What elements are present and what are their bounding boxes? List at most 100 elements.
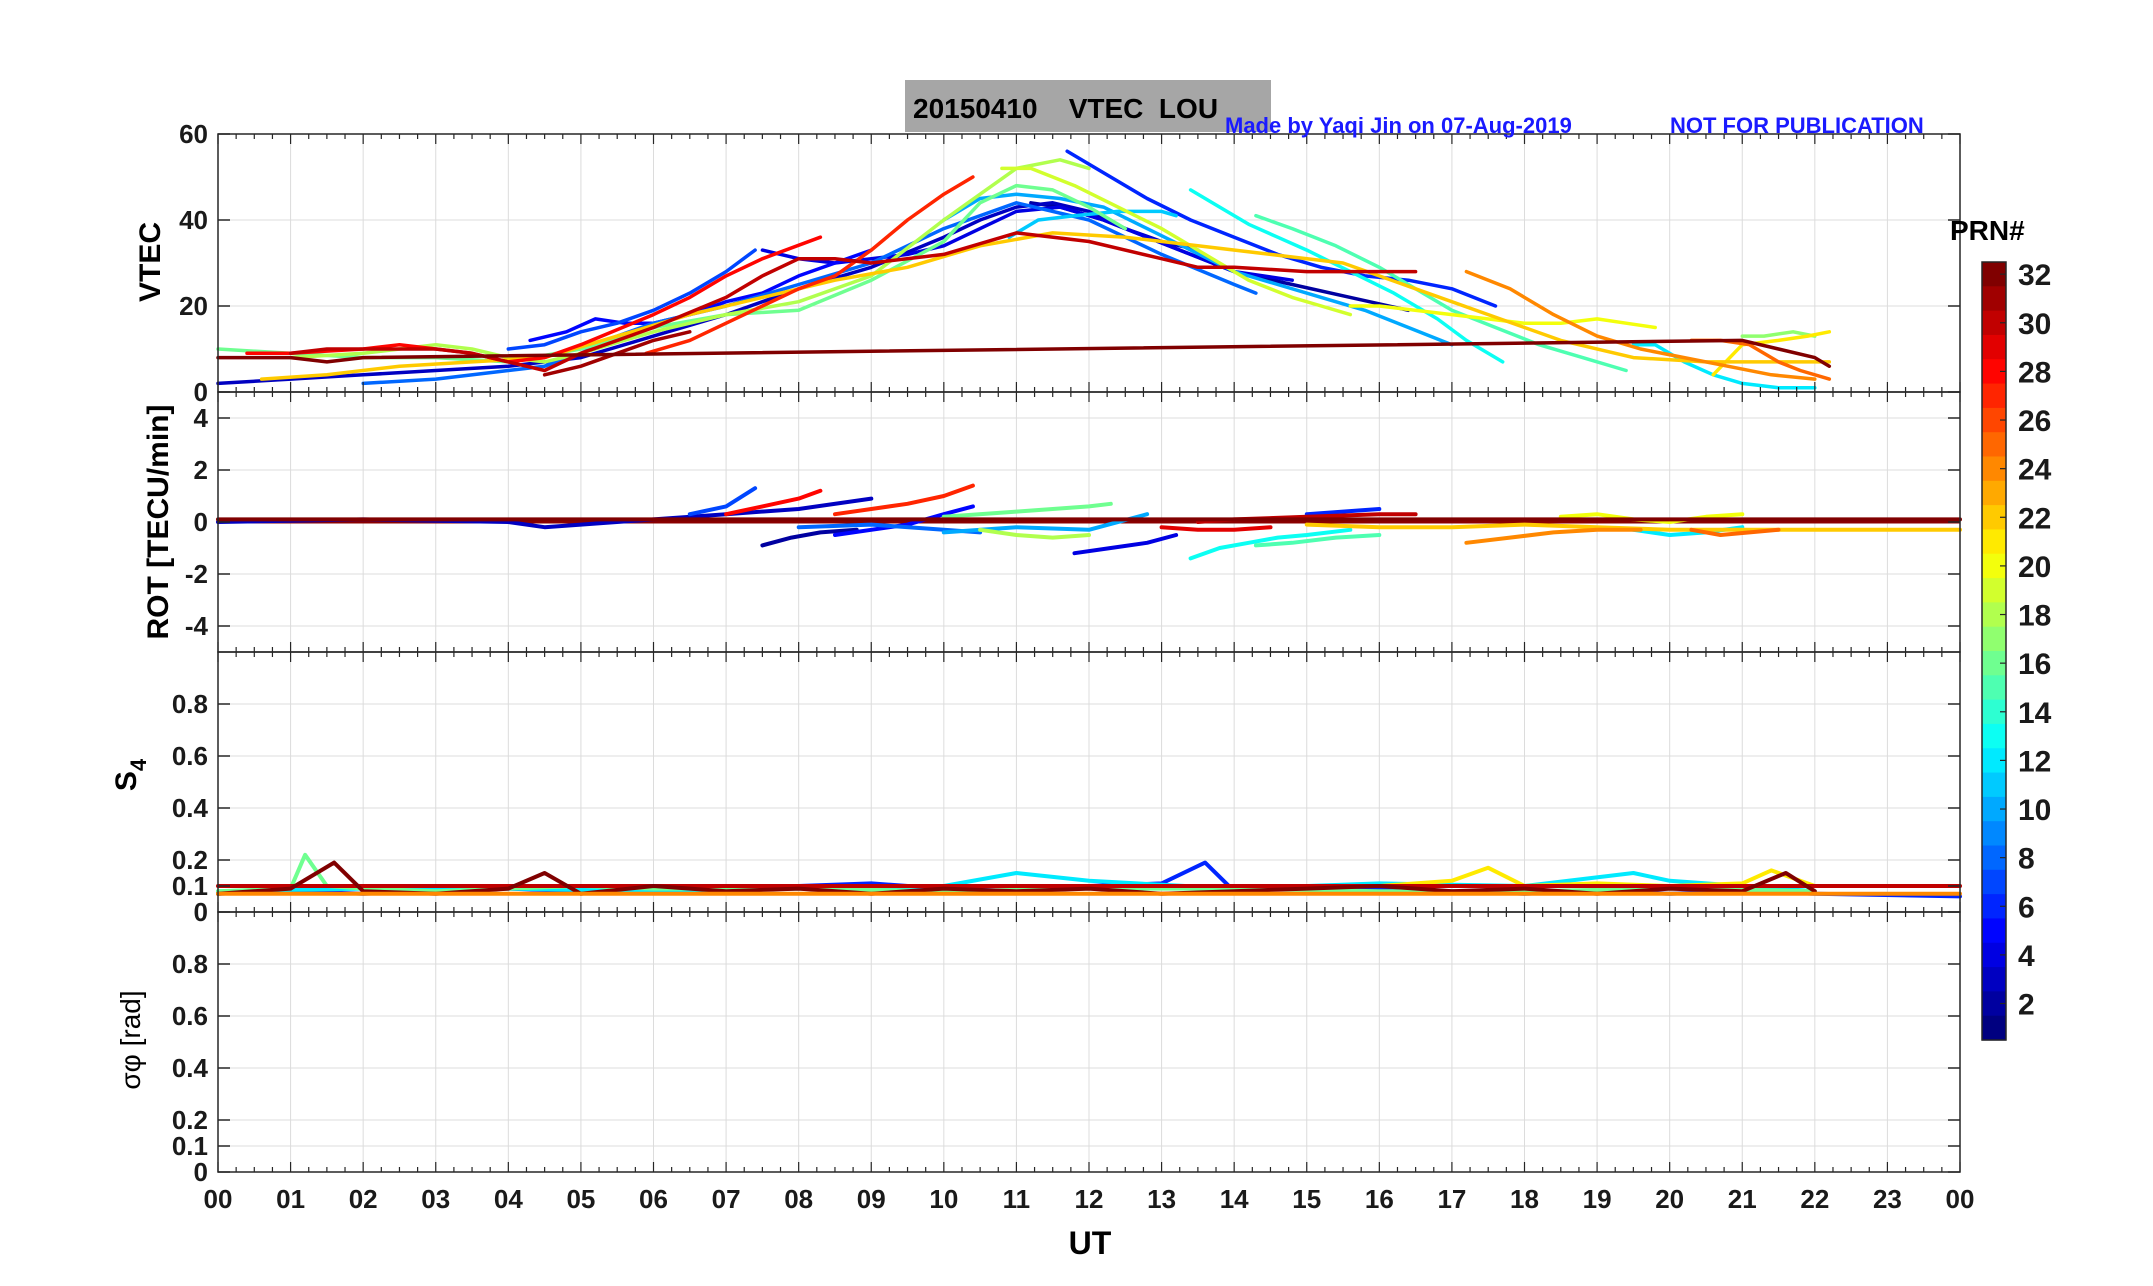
series-prn-29-rot — [1159, 525, 1273, 532]
series-prn-11-vtec — [1007, 209, 1178, 239]
y-tick-label-rot: 0 — [194, 507, 208, 537]
series-prn-2-rot — [760, 527, 859, 548]
colorbar-segment — [1982, 967, 2006, 992]
x-tick-label: 06 — [639, 1184, 668, 1214]
x-tick-label: 11 — [1003, 1184, 1031, 1214]
series-prn-6-rot — [1304, 507, 1382, 517]
colorbar-tick-label: 14 — [2018, 697, 2052, 730]
y-tick-label-vtec: 0 — [194, 377, 208, 407]
series-prn-17-vtec — [1740, 330, 1817, 338]
y-tick-label-s4: 0 — [194, 897, 208, 927]
x-tick-label: 22 — [1800, 1184, 1829, 1214]
colorbar-segment — [1982, 821, 2006, 847]
x-tick-label: 23 — [1873, 1184, 1902, 1214]
x-tick-label: 20 — [1655, 1184, 1684, 1214]
colorbar-segment — [1982, 383, 2006, 409]
series-prn-30-vtec — [288, 231, 1418, 373]
colorbar-tick-label: 22 — [2018, 502, 2051, 535]
x-tick-label: 15 — [1292, 1184, 1321, 1214]
y-tick-label-rot: -4 — [185, 611, 209, 641]
y-tick-label-sigma_phi: 0.1 — [172, 1131, 208, 1161]
panel-sigma_phi: 0.8 0.6 0.4 0.20.10 — [172, 911, 1961, 1187]
y-tick-label-vtec: 60 — [179, 119, 208, 149]
chart-title: 20150410 VTEC LOU — [913, 93, 1218, 124]
x-tick-label: 04 — [494, 1184, 523, 1214]
colorbar-tick-label: 4 — [2018, 940, 2035, 973]
colorbar-segment — [1982, 529, 2006, 555]
colorbar-segment — [1982, 334, 2006, 360]
x-tick-label: 09 — [857, 1184, 886, 1214]
x-tick-label: 05 — [566, 1184, 595, 1214]
colorbar-segment — [1982, 918, 2006, 944]
series-prn-32-vtec — [216, 338, 1832, 368]
series-prn-18-vtec — [288, 158, 1091, 364]
series-prn-16-rot — [941, 501, 1113, 519]
series-prn-21-vtec — [1711, 330, 1832, 377]
series-prn-21-s4 — [1377, 865, 1817, 888]
x-tick-label: 16 — [1365, 1184, 1394, 1214]
colorbar-segment — [1982, 1015, 2006, 1041]
y-tick-label-sigma_phi: 0.8 — [172, 949, 208, 979]
x-tick-label: 17 — [1437, 1184, 1466, 1214]
y-tick-label-s4: 0.1 — [172, 871, 208, 901]
series-prn-15-vtec — [1254, 213, 1628, 373]
colorbar-tick-label: 8 — [2018, 843, 2035, 876]
y-tick-label-rot: 2 — [194, 455, 208, 485]
colorbar-segment — [1982, 772, 2006, 798]
colorbar-segment — [1982, 286, 2006, 312]
colorbar-segment — [1982, 432, 2006, 458]
colorbar-tick-label: 24 — [2018, 454, 2052, 487]
colorbar-segment — [1982, 480, 2006, 506]
x-tick-label: 18 — [1510, 1184, 1539, 1214]
colorbar: 32 30 28 26 24 22 20 18 16 14 12 10 8 6 4 2 — [1981, 259, 2052, 1041]
series-prn-4-rot — [1072, 533, 1179, 556]
series-prn-25-rot — [1689, 527, 1781, 537]
y-tick-label-rot: 4 — [194, 403, 209, 433]
x-tick-label: 01 — [276, 1184, 305, 1214]
y-axis-label-sigma-phi: σφ [rad] — [115, 990, 146, 1089]
colorbar-segment — [1982, 578, 2006, 603]
colorbar-tick-label: 16 — [2018, 648, 2051, 681]
y-axis-label-s4: S4 — [110, 758, 151, 791]
x-tick-label: 12 — [1075, 1184, 1104, 1214]
colorbar-title: PRN# — [1950, 215, 2025, 246]
series-prn-27-vtec — [644, 175, 975, 356]
panel-rot: 4 2 0 -2 -4 — [185, 391, 1962, 653]
x-tick-label: 02 — [349, 1184, 378, 1214]
colorbar-tick-label: 26 — [2018, 405, 2051, 438]
colorbar-tick-label: 18 — [2018, 600, 2051, 633]
x-tick-label: 07 — [712, 1184, 741, 1214]
series-prn-13-vtec — [1188, 188, 1505, 364]
series-prn-15-rot — [1253, 533, 1382, 548]
series-prn-7-rot — [687, 486, 758, 517]
y-tick-label-s4: 0.6 — [172, 741, 208, 771]
series-prn-24-rot — [1464, 527, 1643, 545]
series-prn-19-vtec — [1000, 166, 1353, 317]
y-tick-label-s4: 0.4 — [172, 793, 209, 823]
colorbar-tick-label: 10 — [2018, 794, 2051, 827]
y-tick-label-sigma_phi: 0.2 — [172, 1105, 208, 1135]
series-prn-18-rot — [978, 527, 1091, 540]
series-prn-13-rot — [1188, 527, 1353, 561]
colorbar-tick-label: 32 — [2018, 259, 2051, 292]
y-tick-label-s4: 0.2 — [172, 845, 208, 875]
series-prn-20-vtec — [1348, 304, 1657, 330]
colorbar-tick-label: 6 — [2018, 891, 2035, 924]
colorbar-segment — [1982, 675, 2006, 701]
x-tick-label: 00 — [1946, 1184, 1975, 1214]
y-axis-label-vtec: VTEC — [134, 222, 167, 302]
colorbar-tick-label: 20 — [2018, 551, 2051, 584]
x-tick-label: 13 — [1147, 1184, 1176, 1214]
panel-vtec: 60 40 20 0 — [179, 119, 1961, 407]
colorbar-segment — [1982, 723, 2006, 749]
x-tick-label: 14 — [1220, 1184, 1249, 1214]
y-tick-label-sigma_phi: 0.6 — [172, 1001, 208, 1031]
colorbar-segment — [1982, 869, 2006, 895]
x-tick-label: 10 — [929, 1184, 958, 1214]
title-box — [905, 80, 1271, 132]
series-prn-27-rot — [833, 483, 975, 517]
y-tick-label-s4: 0.8 — [172, 689, 208, 719]
series-prn-7-vtec — [506, 248, 757, 351]
colorbar-tick-label: 2 — [2018, 989, 2035, 1022]
